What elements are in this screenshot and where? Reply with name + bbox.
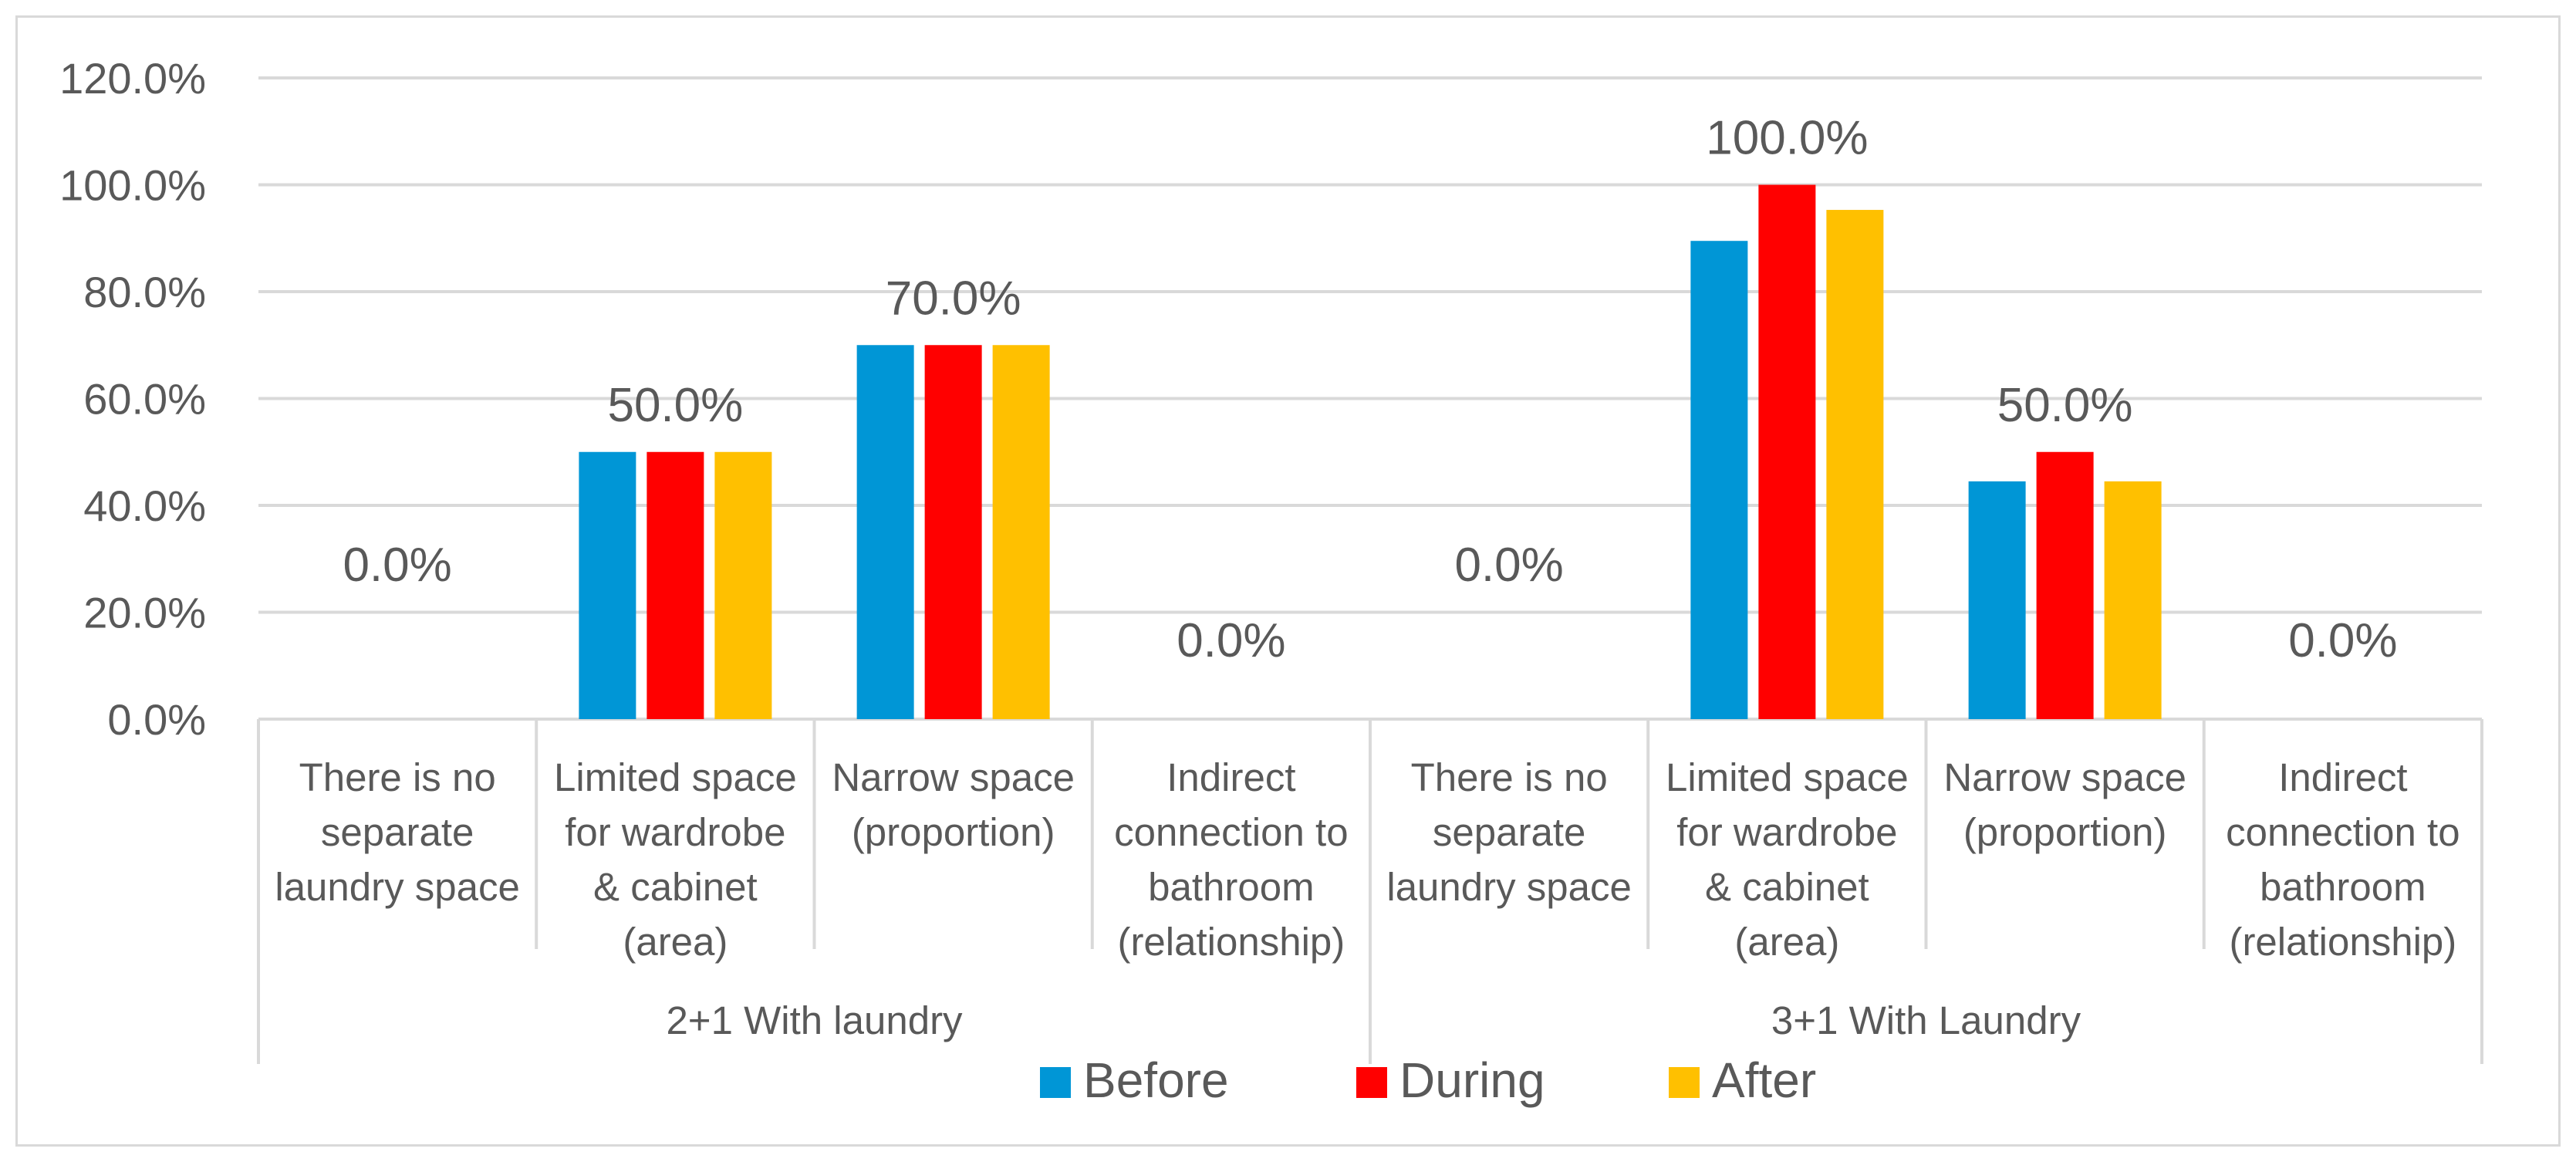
y-tick-label: 100.0% (59, 161, 206, 210)
x-category-label: Indirect (1166, 755, 1295, 799)
x-category-label: laundry space (275, 865, 520, 909)
legend-swatch-during (1356, 1067, 1387, 1098)
x-category-label: (relationship) (2229, 920, 2456, 964)
x-category-label: connection to (2226, 810, 2460, 854)
x-category-label: laundry space (1386, 865, 1632, 909)
x-category-label: & cabinet (1705, 865, 1869, 909)
y-tick-label: 120.0% (59, 54, 206, 103)
bar-before (856, 345, 914, 719)
x-category-label: & cabinet (593, 865, 758, 909)
bar-before (579, 451, 636, 719)
x-category-label: (area) (1734, 920, 1839, 964)
bar-after (714, 451, 772, 719)
bar-after (2104, 481, 2162, 719)
x-category-label: bathroom (2260, 865, 2426, 909)
bar-after (992, 345, 1050, 719)
legend-swatch-after (1669, 1067, 1700, 1098)
data-label: 0.0% (1177, 614, 1285, 667)
x-category-label: for wardrobe (565, 810, 785, 854)
bar-during (647, 451, 704, 719)
x-category-label: Limited space (1666, 755, 1909, 799)
data-label: 0.0% (343, 539, 451, 592)
x-category-label: There is no (1411, 755, 1608, 799)
x-category-label: (relationship) (1117, 920, 1345, 964)
x-category-label: bathroom (1148, 865, 1314, 909)
x-category-label: Indirect (2278, 755, 2407, 799)
chart-frame: 0.0% 20.0% 40.0% 60.0% 80.0% 100.0% 120.0% 0.0%… (15, 15, 2561, 1147)
y-tick-label: 80.0% (83, 268, 206, 316)
x-category-label: separate (1433, 810, 1585, 854)
data-label: 50.0% (1997, 379, 2133, 432)
y-tick-label: 60.0% (83, 375, 206, 424)
data-label: 0.0% (1454, 539, 1563, 592)
legend-label-after: After (1712, 1052, 1816, 1108)
bar-after (1826, 210, 1884, 719)
bar-during (1758, 184, 1816, 719)
x-category-label: for wardrobe (1676, 810, 1897, 854)
x-group-label: 2+1 With laundry (666, 998, 963, 1042)
x-group-label: 3+1 With Laundry (1771, 998, 2081, 1042)
y-tick-label: 0.0% (107, 695, 206, 744)
bar-chart: 0.0% 20.0% 40.0% 60.0% 80.0% 100.0% 120.0% 0.0%… (59, 54, 2483, 1108)
data-label: 100.0% (1706, 112, 1868, 165)
x-category-label: Narrow space (1943, 755, 2186, 799)
legend-label-before: Before (1083, 1052, 1229, 1108)
x-category-label: (area) (623, 920, 728, 964)
x-category-label: Narrow space (832, 755, 1075, 799)
data-label: 0.0% (2288, 614, 2397, 667)
data-label: 70.0% (886, 272, 1021, 325)
x-category-label: There is no (299, 755, 496, 799)
bar-during (924, 345, 982, 719)
x-category-label: separate (321, 810, 474, 854)
bar-during (2036, 451, 2094, 719)
bar-before (1968, 481, 2026, 719)
bar-before (1690, 241, 1748, 719)
x-category-label: (proportion) (1963, 810, 2167, 854)
legend-label-during: During (1399, 1052, 1545, 1108)
x-category-label: (proportion) (852, 810, 1055, 854)
x-category-label: Limited space (554, 755, 797, 799)
y-tick-label: 20.0% (83, 589, 206, 637)
legend-swatch-before (1040, 1067, 1071, 1098)
data-label: 50.0% (607, 379, 743, 432)
x-category-label: connection to (1114, 810, 1348, 854)
y-tick-label: 40.0% (83, 481, 206, 530)
